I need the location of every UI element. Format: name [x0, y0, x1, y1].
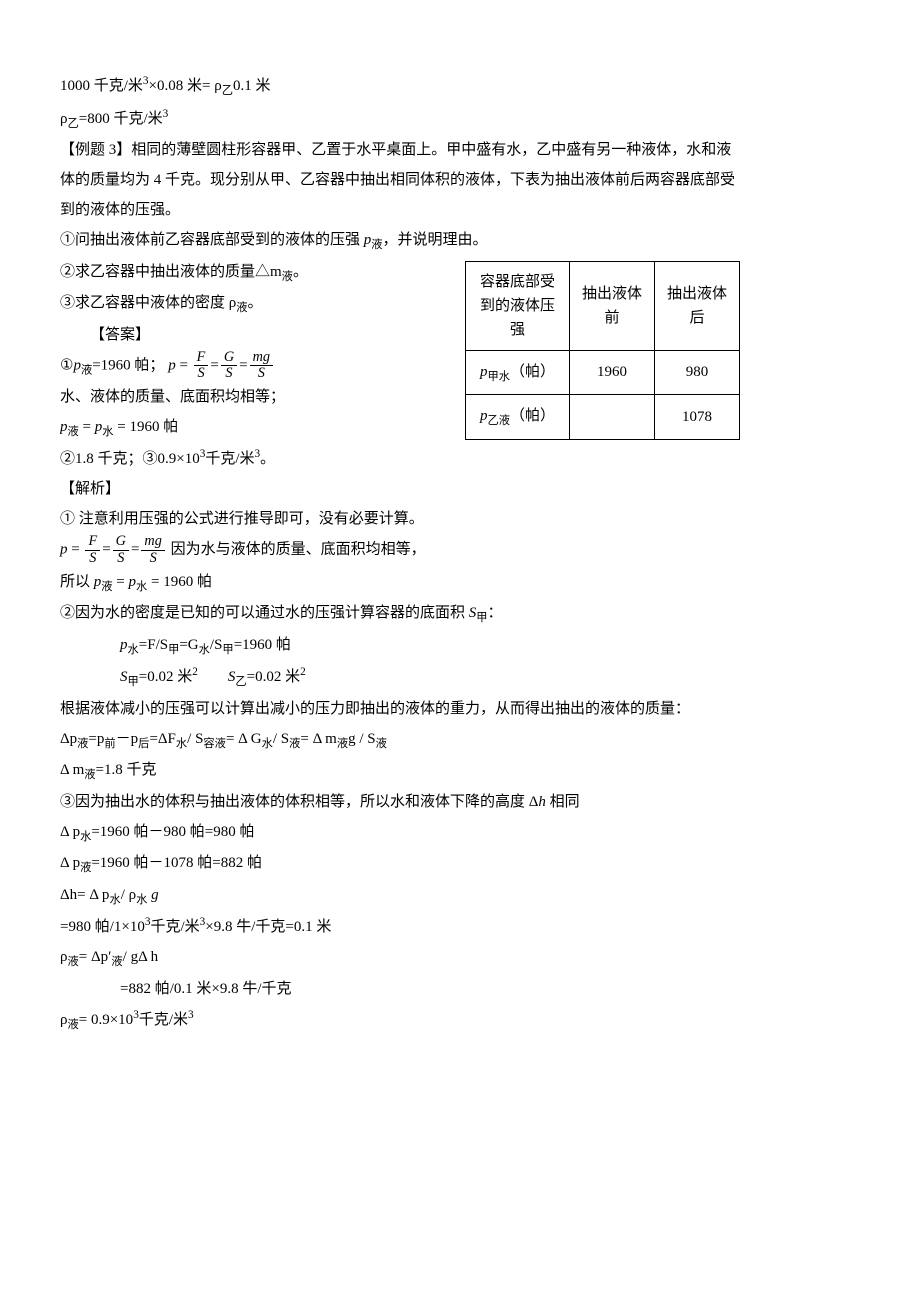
- parse-eq: Δ p液=1960 帕－1078 帕=882 帕: [60, 848, 740, 880]
- fraction: GS: [221, 350, 237, 382]
- parse-text: 根据液体减小的压强可以计算出减小的压力即抽出的液体的重力，从而得出抽出的液体的质…: [60, 694, 740, 724]
- parse-eq: p = FS=GS=mgS 因为水与液体的质量、底面积均相等，: [60, 534, 740, 566]
- table-cell: 980: [654, 350, 739, 395]
- fraction: GS: [113, 534, 129, 566]
- parse-eq: p水=F/S甲=G水/S甲=1960 帕: [60, 630, 740, 662]
- parse-eq: Δ m液=1.8 千克: [60, 755, 740, 787]
- table-cell: [569, 395, 654, 440]
- parse-label: 【解析】: [60, 474, 740, 504]
- parse-eq: Δh= Δ p水/ ρ水 g: [60, 880, 740, 912]
- parse-eq: Δ p水=1960 帕－980 帕=980 帕: [60, 817, 740, 849]
- parse-eq: =980 帕/1×103千克/米3×9.8 牛/千克=0.1 米: [60, 911, 740, 942]
- parse-3: ③因为抽出水的体积与抽出液体的体积相等，所以水和液体下降的高度 Δh 相同: [60, 787, 740, 817]
- table-cell: 1078: [654, 395, 739, 440]
- example-heading: 【例题 3】相同的薄壁圆柱形容器甲、乙置于水平桌面上。甲中盛有水，乙中盛有另一种…: [60, 135, 740, 225]
- parse-1: ① 注意利用压强的公式进行推导即可，没有必要计算。: [60, 504, 740, 534]
- question-1: ①问抽出液体前乙容器底部受到的液体的压强 p液，并说明理由。: [60, 225, 740, 257]
- fraction: mgS: [250, 350, 273, 382]
- text-line: ρ乙=800 千克/米3: [60, 103, 740, 136]
- fraction: FS: [85, 534, 100, 566]
- parse-eq: ρ液= Δp′液/ gΔ h: [60, 942, 740, 974]
- fraction: FS: [194, 350, 209, 382]
- fraction: mgS: [141, 534, 164, 566]
- table-header: 抽出液体前: [569, 261, 654, 350]
- parse-eq: =882 帕/0.1 米×9.8 牛/千克: [60, 974, 740, 1004]
- answer-23: ②1.8 千克；③0.9×103千克/米3。: [60, 443, 740, 474]
- text-line: 1000 千克/米3×0.08 米= ρ乙0.1 米: [60, 70, 740, 103]
- parse-eq: S甲=0.02 米2 S乙=0.02 米2: [60, 661, 740, 694]
- parse-eq: Δp液=p前－p后=ΔF水/ S容液= Δ G水/ S液= Δ m液g / S液: [60, 724, 740, 756]
- parse-2: ②因为水的密度是已知的可以通过水的压强计算容器的底面积 S甲：: [60, 598, 740, 630]
- table-cell: 1960: [569, 350, 654, 395]
- table-header: 抽出液体后: [654, 261, 739, 350]
- table-header: 容器底部受到的液体压强: [465, 261, 569, 350]
- pressure-table: 容器底部受到的液体压强 抽出液体前 抽出液体后 p甲水（帕） 1960 980 …: [465, 261, 740, 440]
- table-row: p甲水（帕） 1960 980: [465, 350, 739, 395]
- parse-line: 所以 p液 = p水 = 1960 帕: [60, 567, 740, 599]
- content-with-table: 容器底部受到的液体压强 抽出液体前 抽出液体后 p甲水（帕） 1960 980 …: [60, 257, 740, 444]
- table-row: p乙液（帕） 1078: [465, 395, 739, 440]
- parse-eq: ρ液= 0.9×103千克/米3: [60, 1004, 740, 1037]
